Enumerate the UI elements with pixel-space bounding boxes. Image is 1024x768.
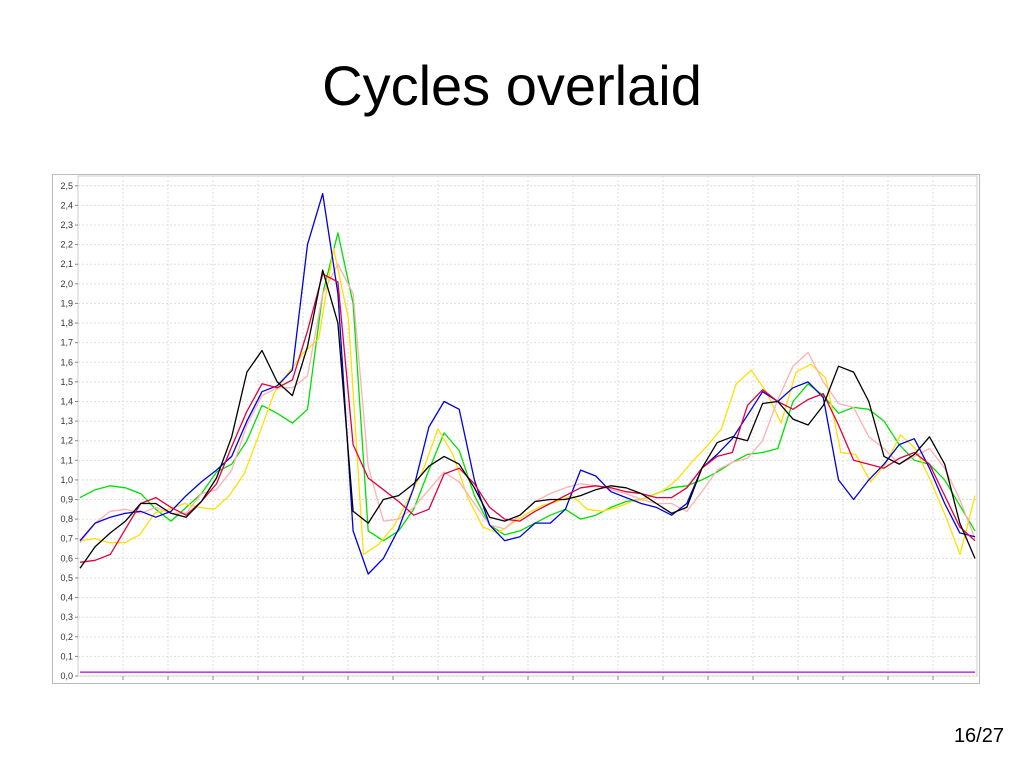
y-tick-label: 0,0 bbox=[60, 671, 73, 681]
series-line-4 bbox=[79, 192, 976, 575]
y-tick-label: 1,4 bbox=[60, 396, 73, 406]
y-tick-label: 0,2 bbox=[60, 632, 73, 642]
series-line-6 bbox=[79, 269, 976, 569]
x-axis bbox=[122, 676, 934, 680]
y-tick-label: 0,3 bbox=[60, 612, 73, 622]
line-chart: 0,0 0,1 0,2 0,3 0,4 0,5 0,6 0,7 0,8 0,9 1,0 1,1 1,2 1… bbox=[52, 174, 980, 684]
y-tick-label: 1,6 bbox=[60, 357, 73, 367]
y-tick-label: 0,9 bbox=[60, 495, 73, 505]
y-tick-label: 1,7 bbox=[60, 338, 73, 348]
y-tick-label: 0,8 bbox=[60, 514, 73, 524]
y-tick-label: 1,2 bbox=[60, 436, 73, 446]
y-tick-label: 2,0 bbox=[60, 279, 73, 289]
y-tick-label: 1,8 bbox=[60, 318, 73, 328]
slide-title: Cycles overlaid bbox=[322, 54, 702, 117]
y-tick-label: 2,4 bbox=[60, 200, 73, 210]
y-tick-label: 0,1 bbox=[60, 651, 73, 661]
series-lines bbox=[79, 192, 976, 673]
y-tick-label: 2,2 bbox=[60, 240, 73, 250]
page-number: 16/27 bbox=[953, 725, 1004, 747]
y-tick-label: 0,7 bbox=[60, 534, 73, 544]
y-tick-label: 1,1 bbox=[60, 455, 73, 465]
series-line-2 bbox=[79, 247, 976, 556]
y-tick-label: 1,5 bbox=[60, 377, 73, 387]
chart-container: 0,0 0,1 0,2 0,3 0,4 0,5 0,6 0,7 0,8 0,9 1,0 1,1 1,2 1… bbox=[52, 174, 980, 684]
y-tick-label: 0,4 bbox=[60, 593, 73, 603]
y-tick-label: 2,5 bbox=[60, 181, 73, 191]
y-tick-label: 1,3 bbox=[60, 416, 73, 426]
y-tick-label: 0,5 bbox=[60, 573, 73, 583]
y-tick-label: 2,1 bbox=[60, 259, 73, 269]
y-tick-label: 1,0 bbox=[60, 475, 73, 485]
y-axis: 0,0 0,1 0,2 0,3 0,4 0,5 0,6 0,7 0,8 0,9 1,0 1,1 1,2 1… bbox=[60, 181, 78, 681]
y-tick-label: 0,6 bbox=[60, 553, 73, 563]
y-tick-label: 2,3 bbox=[60, 220, 73, 230]
y-tick-label: 1,9 bbox=[60, 298, 73, 308]
